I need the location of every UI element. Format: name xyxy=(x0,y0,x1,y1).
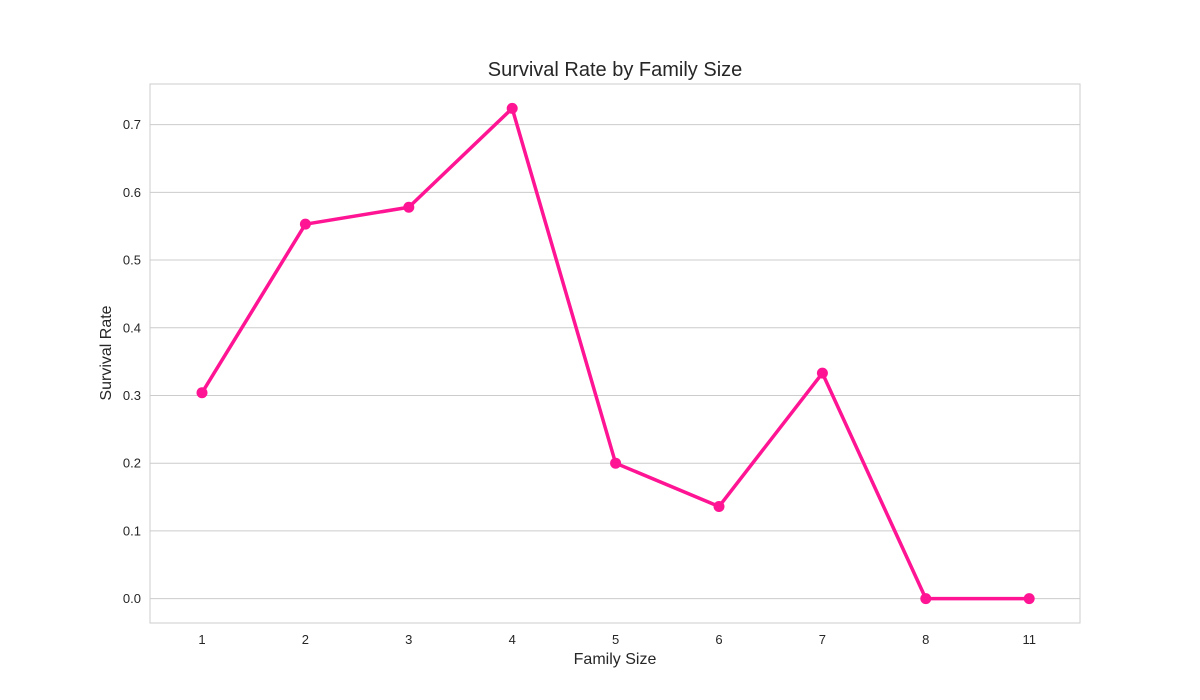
data-point xyxy=(506,102,518,114)
x-tick-label: 3 xyxy=(405,632,412,647)
y-axis-label: Survival Rate xyxy=(98,305,115,400)
data-point xyxy=(403,201,415,213)
data-point xyxy=(299,218,311,230)
x-tick-label: 1 xyxy=(198,632,205,647)
data-point xyxy=(816,367,828,379)
x-tick-label: 11 xyxy=(1022,632,1036,647)
y-tick-label: 0.4 xyxy=(123,320,141,335)
data-point xyxy=(1023,593,1035,605)
y-axis-ticks: 0.0 0.1 0.2 0.3 0.4 0.5 0.6 0.7 xyxy=(123,117,141,606)
chart-title: Survival Rate by Family Size xyxy=(488,59,743,81)
x-tick-label: 7 xyxy=(819,632,826,647)
x-tick-label: 2 xyxy=(302,632,309,647)
x-axis-label: Family Size xyxy=(574,651,657,668)
y-tick-label: 0.3 xyxy=(123,388,141,403)
data-point xyxy=(713,501,725,513)
y-tick-label: 0.0 xyxy=(123,591,141,606)
series-group xyxy=(196,102,1035,605)
y-tick-label: 0.7 xyxy=(123,117,141,132)
x-tick-label: 4 xyxy=(509,632,516,647)
y-tick-label: 0.6 xyxy=(123,185,141,200)
data-point xyxy=(196,387,208,399)
y-tick-label: 0.2 xyxy=(123,456,141,471)
x-axis-ticks: 1 2 3 4 5 6 7 8 11 xyxy=(198,632,1036,647)
plot-frame xyxy=(149,83,1081,624)
data-point xyxy=(610,457,622,469)
x-tick-label: 8 xyxy=(922,632,929,647)
data-point xyxy=(920,593,932,605)
y-tick-label: 0.1 xyxy=(123,523,141,538)
y-tick-label: 0.5 xyxy=(123,253,141,268)
x-tick-label: 5 xyxy=(612,632,619,647)
x-tick-label: 6 xyxy=(715,632,722,647)
